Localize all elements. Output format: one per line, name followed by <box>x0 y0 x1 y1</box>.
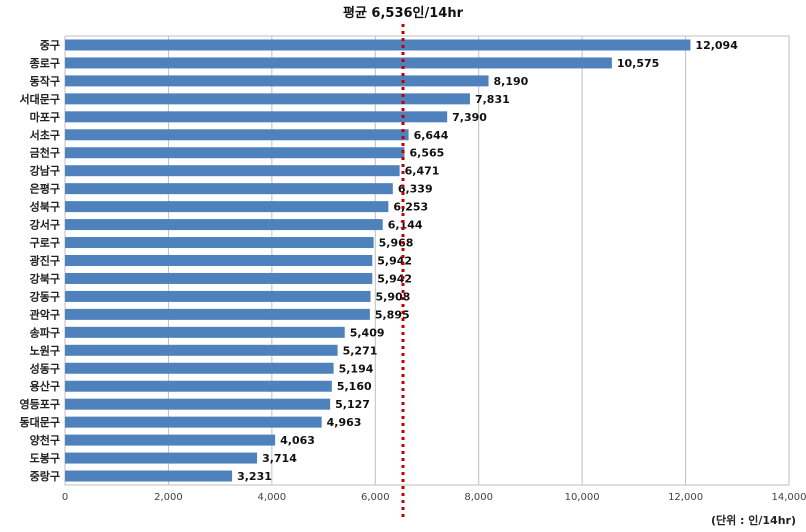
bar <box>65 272 373 284</box>
category-label: 양천구 <box>30 433 60 447</box>
category-label: 영등포구 <box>20 398 60 411</box>
category-label: 은평구 <box>30 182 60 196</box>
data-label: 6,644 <box>414 129 449 142</box>
data-label: 6,471 <box>405 165 440 178</box>
bar <box>65 111 448 123</box>
category-label: 마포구 <box>30 110 60 124</box>
x-tick-label: 10,000 <box>565 492 600 503</box>
category-label: 강동구 <box>30 289 60 303</box>
data-label: 7,390 <box>452 111 487 124</box>
data-label: 7,831 <box>475 93 510 106</box>
category-label: 중랑구 <box>30 470 60 483</box>
bar <box>65 219 383 231</box>
data-label: 5,271 <box>343 344 378 357</box>
bar <box>65 452 258 464</box>
x-tick-label: 0 <box>62 492 68 503</box>
x-tick-label: 8,000 <box>464 492 493 503</box>
bar <box>65 344 338 356</box>
category-label: 강서구 <box>30 218 60 232</box>
category-label: 성북구 <box>30 200 60 214</box>
bar <box>65 75 489 87</box>
data-label: 12,094 <box>695 39 738 52</box>
data-label: 6,253 <box>393 201 428 214</box>
category-label: 관악구 <box>30 307 60 321</box>
category-label: 금천구 <box>30 146 60 160</box>
data-label: 4,963 <box>327 416 362 429</box>
category-label: 서대문구 <box>20 92 60 106</box>
data-label: 5,127 <box>335 398 370 411</box>
category-label: 동대문구 <box>20 415 60 429</box>
bar <box>65 183 393 195</box>
data-label: 6,339 <box>398 183 433 196</box>
category-label: 강북구 <box>30 271 60 285</box>
data-label: 8,190 <box>494 75 529 88</box>
category-label: 송파구 <box>30 325 60 339</box>
bar <box>65 165 400 177</box>
x-tick-label: 14,000 <box>772 492 806 503</box>
data-label: 6,144 <box>388 219 423 232</box>
category-label: 종로구 <box>30 57 60 70</box>
bar <box>65 39 691 51</box>
data-label: 5,160 <box>337 380 372 393</box>
bar <box>65 290 371 302</box>
category-label: 구로구 <box>30 237 60 250</box>
category-label: 노원구 <box>30 343 60 357</box>
data-label: 3,714 <box>262 452 297 465</box>
category-label: 서초구 <box>30 128 60 142</box>
bar <box>65 416 322 428</box>
data-label: 5,942 <box>377 255 412 268</box>
chart-title: 평균 6,536인/14hr <box>343 5 464 21</box>
data-label: 5,942 <box>377 272 412 285</box>
bar <box>65 237 374 249</box>
bar <box>65 380 332 392</box>
data-label: 3,231 <box>237 470 272 483</box>
x-tick-label: 12,000 <box>668 492 703 503</box>
data-label: 5,908 <box>376 290 411 303</box>
category-label: 강남구 <box>30 164 60 178</box>
bar <box>65 93 470 105</box>
bar <box>65 434 276 446</box>
bar <box>65 57 612 69</box>
category-label: 동작구 <box>30 74 60 88</box>
data-label: 5,895 <box>375 308 410 321</box>
grid-layer <box>64 35 790 486</box>
bar <box>65 308 370 320</box>
axis-layer: 0 2,000 4,000 6,000 8,000 10,000 12,000 14,000 중… <box>20 39 806 503</box>
bar <box>65 147 405 159</box>
bar <box>65 129 409 141</box>
category-label: 용산구 <box>30 379 60 393</box>
category-label: 중구 <box>40 39 60 52</box>
data-label: 5,194 <box>339 362 374 375</box>
data-label: 4,063 <box>280 434 315 447</box>
x-tick-label: 4,000 <box>258 492 287 503</box>
data-label: 10,575 <box>617 57 659 70</box>
bar <box>65 255 373 266</box>
bar <box>65 398 331 410</box>
bar <box>65 201 389 213</box>
x-tick-label: 2,000 <box>154 492 183 503</box>
bar <box>65 362 334 374</box>
category-label: 도봉구 <box>30 452 60 465</box>
bar <box>65 470 233 482</box>
category-label: 광진구 <box>30 254 60 268</box>
category-label: 성동구 <box>30 361 60 375</box>
data-label: 6,565 <box>410 147 445 160</box>
data-label: 5,409 <box>350 326 385 339</box>
x-tick-label: 6,000 <box>361 492 390 503</box>
unit-label: (단위 : 인/14hr) <box>711 513 796 527</box>
bar <box>65 326 345 338</box>
data-label: 5,968 <box>379 237 414 250</box>
